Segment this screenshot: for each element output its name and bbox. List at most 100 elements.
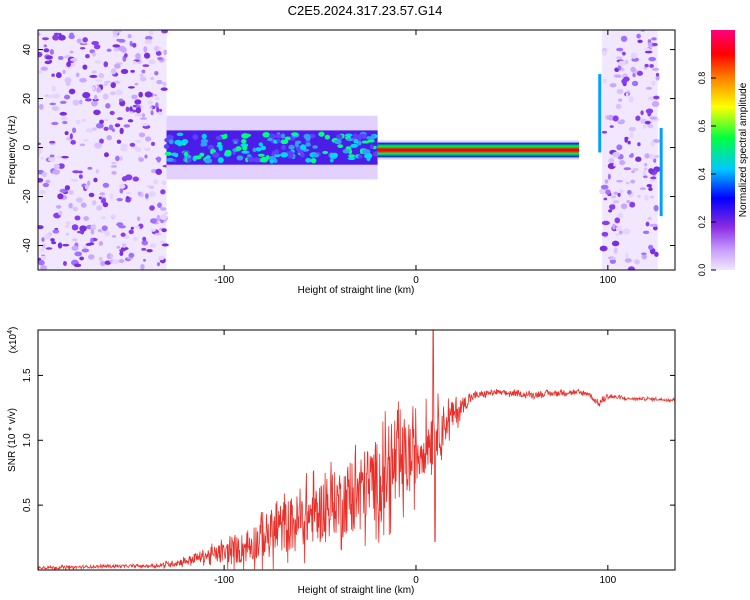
- heatmap-noise-cell: [636, 70, 643, 76]
- heatmap-noise-cell: [644, 63, 649, 68]
- heatmap-noise-cell: [72, 99, 80, 106]
- heatmap-noise-cell: [144, 35, 153, 41]
- heatmap-noise-cell: [157, 255, 165, 261]
- heatmap-noise-cell: [39, 103, 44, 110]
- heatmap-band-cell: [348, 154, 356, 158]
- heatmap-noise-cell: [641, 253, 647, 260]
- heatmap-noise-cell: [157, 46, 162, 50]
- heatmap-noise-cell: [87, 166, 93, 170]
- heatmap-noise-cell: [125, 198, 131, 203]
- heatmap-noise-cell: [69, 133, 73, 140]
- heatmap-band-cell: [231, 138, 240, 143]
- heatmap-noise-cell: [644, 194, 649, 201]
- heatmap-band-cell: [186, 157, 192, 163]
- heatmap-noise-cell: [79, 225, 87, 232]
- heatmap-noise-cell: [616, 47, 624, 52]
- heatmap-noise-cell: [58, 210, 63, 216]
- heatmap-band-cell: [280, 152, 289, 158]
- heatmap-noise-cell: [38, 177, 44, 183]
- heatmap-band-cell: [299, 152, 305, 158]
- heatmap-noise-cell: [43, 44, 47, 48]
- heatmap-noise-cell: [43, 48, 50, 53]
- heatmap-noise-cell: [64, 185, 71, 191]
- heatmap-noise-cell: [101, 225, 108, 231]
- heatmap-noise-cell: [98, 256, 103, 262]
- heatmap-noise-cell: [156, 262, 161, 267]
- heatmap-noise-cell: [621, 78, 627, 85]
- heatmap-noise-cell: [91, 100, 99, 107]
- heatmap-noise-cell: [111, 214, 117, 219]
- heatmap-band-cell: [337, 144, 344, 148]
- heatmap-noise-cell: [618, 98, 623, 102]
- spectrogram-y-label: Frequency (Hz): [7, 116, 18, 185]
- heatmap-noise-cell: [79, 143, 86, 147]
- heatmap-band-cell: [252, 147, 257, 153]
- heatmap-noise-cell: [59, 111, 67, 116]
- heatmap-noise-cell: [156, 156, 161, 163]
- heatmap-noise-cell: [61, 155, 69, 159]
- heatmap-noise-cell: [118, 259, 125, 263]
- heatmap-noise-cell: [602, 50, 607, 56]
- heatmap-noise-cell: [114, 63, 121, 69]
- heatmap-noise-cell: [110, 165, 118, 168]
- heatmap-noise-cell: [99, 138, 104, 144]
- heatmap-noise-cell: [143, 52, 151, 59]
- heatmap-band-cell: [275, 134, 283, 139]
- heatmap-noise-cell: [641, 252, 647, 255]
- heatmap-noise-cell: [646, 183, 653, 188]
- heatmap-noise-cell: [124, 234, 130, 240]
- heatmap-noise-cell: [655, 75, 660, 81]
- heatmap-noise-cell: [98, 73, 105, 79]
- heatmap-noise-cell: [82, 91, 91, 99]
- heatmap-noise-cell: [149, 205, 155, 211]
- heatmap-noise-cell: [96, 86, 102, 93]
- heatmap-noise-cell: [144, 39, 153, 45]
- colorbar-tick-label: 0.6: [697, 120, 707, 133]
- heatmap-band-cell: [364, 152, 373, 159]
- heatmap-noise-cell: [116, 198, 123, 202]
- heatmap-band-cell: [324, 134, 331, 140]
- colorbar-tick-label: 0.4: [697, 168, 707, 181]
- heatmap-band-cell: [346, 138, 354, 142]
- heatmap-noise-cell: [139, 76, 147, 82]
- spectrogram-x-tick-label: -100: [214, 275, 234, 286]
- heatmap-noise-cell: [62, 243, 70, 247]
- heatmap-noise-cell: [79, 99, 83, 105]
- heatmap-band-cell: [284, 136, 291, 141]
- heatmap-noise-cell: [65, 232, 69, 236]
- heatmap-band-cell: [262, 131, 270, 138]
- heatmap-noise-cell: [132, 42, 137, 48]
- heatmap-noise-cell: [41, 171, 48, 178]
- heatmap-noise-cell: [627, 190, 632, 195]
- spectrogram-x-tick-label: 100: [600, 275, 617, 286]
- heatmap-noise-cell: [124, 53, 128, 58]
- heatmap-noise-cell: [70, 140, 76, 145]
- heatmap-noise-cell: [85, 243, 93, 246]
- heatmap-noise-cell: [156, 79, 163, 85]
- heatmap-noise-cell: [65, 221, 71, 226]
- heatmap-noise-cell: [642, 124, 647, 130]
- heatmap-band-cell: [353, 133, 358, 140]
- heatmap-noise-cell: [627, 140, 631, 145]
- heatmap-noise-cell: [153, 94, 158, 97]
- heatmap-noise-cell: [119, 187, 124, 194]
- heatmap-noise-cell: [130, 226, 134, 230]
- heatmap-noise-cell: [120, 146, 128, 152]
- heatmap-noise-cell: [52, 229, 60, 234]
- heatmap-noise-cell: [65, 81, 71, 87]
- heatmap-noise-cell: [90, 237, 94, 244]
- heatmap-noise-cell: [144, 91, 153, 98]
- heatmap-noise-cell: [156, 214, 161, 220]
- heatmap-noise-cell: [96, 205, 103, 211]
- heatmap-noise-cell: [151, 141, 156, 146]
- heatmap-noise-cell: [92, 127, 97, 131]
- heatmap-band-cell: [217, 157, 224, 164]
- heatmap-noise-cell: [101, 197, 107, 204]
- heatmap-noise-cell: [161, 30, 168, 34]
- heatmap-band-cell: [204, 158, 213, 164]
- heatmap-band-cell: [241, 150, 250, 154]
- heatmap-noise-cell: [134, 140, 142, 143]
- heatmap-band-cell: [329, 158, 334, 163]
- heatmap-noise-cell: [110, 82, 116, 89]
- heatmap-noise-cell: [120, 68, 129, 75]
